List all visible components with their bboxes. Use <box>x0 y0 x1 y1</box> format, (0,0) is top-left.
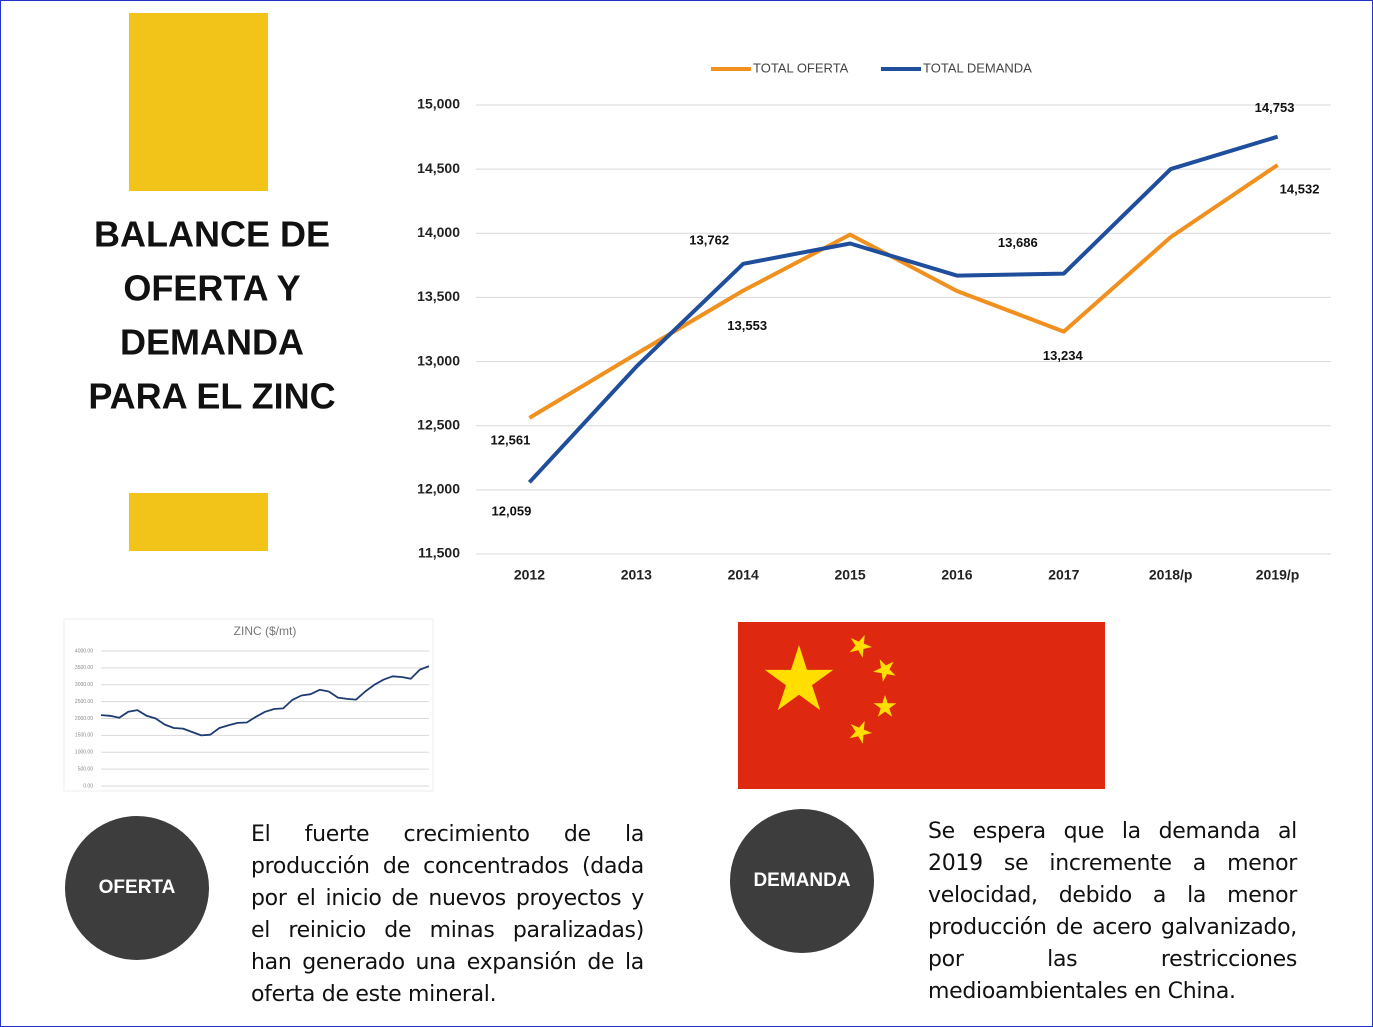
data-line <box>100 665 430 737</box>
data-line <box>527 134 1279 484</box>
y-tick-label: 11,500 <box>418 545 460 561</box>
y-tick-label: 4000.00 <box>75 648 93 654</box>
y-tick-label: 3500.00 <box>75 665 93 671</box>
y-tick-label: 1500.00 <box>75 733 93 739</box>
y-tick-label: 2000.00 <box>75 716 93 722</box>
title-line: DEMANDA <box>120 322 304 363</box>
y-tick-label: 12,500 <box>417 416 460 432</box>
oferta-circle <box>65 816 209 960</box>
data-line <box>528 163 1279 420</box>
y-tick-label: 15,000 <box>417 96 460 112</box>
x-tick-label: 2018/p <box>1149 567 1193 583</box>
flag-star <box>873 659 896 682</box>
y-tick-label: 14,500 <box>417 160 460 176</box>
data-label: 13,762 <box>689 232 729 247</box>
x-tick-label: 2016 <box>941 567 972 583</box>
mini-chart-frame <box>63 618 434 792</box>
x-tick-label: 2019/p <box>1256 567 1300 583</box>
y-tick-label: 1000.00 <box>75 750 93 756</box>
data-label: 13,234 <box>1043 348 1084 363</box>
data-label: 12,059 <box>492 504 532 519</box>
y-tick-label: 13,000 <box>417 352 460 368</box>
flag-star <box>849 634 872 658</box>
x-tick-label: 2013 <box>621 567 652 583</box>
title-line: PARA EL ZINC <box>88 376 335 417</box>
chart-title: ZINC ($/mt) <box>234 624 297 638</box>
demanda-text: Se espera que la demanda al 2019 se incr… <box>928 819 1297 1004</box>
x-tick-label: 2017 <box>1048 567 1079 583</box>
data-label: 14,532 <box>1280 181 1320 196</box>
flag-star <box>764 645 834 711</box>
y-tick-label: 14,000 <box>417 224 460 240</box>
yellow-block <box>129 13 268 191</box>
china-flag <box>738 622 1105 789</box>
data-label: 12,561 <box>491 432 531 447</box>
data-label: 14,753 <box>1255 100 1295 115</box>
flag-star <box>873 695 897 717</box>
y-tick-label: 3000.00 <box>75 682 93 688</box>
x-tick-label: 2014 <box>728 567 759 583</box>
demanda-circle <box>730 809 874 953</box>
oferta-text: El fuerte crecimiento de la producción d… <box>251 822 644 1007</box>
title-line: OFERTA Y <box>123 268 300 309</box>
y-tick-label: 12,000 <box>417 481 460 497</box>
x-tick-label: 2012 <box>514 567 545 583</box>
title-line: BALANCE DE <box>94 214 330 255</box>
data-label: 13,553 <box>727 318 767 333</box>
x-tick-label: 2015 <box>834 567 865 583</box>
demanda-label: DEMANDA <box>753 870 850 891</box>
data-label: 13,686 <box>998 235 1038 250</box>
yellow-block <box>129 493 268 551</box>
y-tick-label: 13,500 <box>417 288 460 304</box>
legend-label: TOTAL DEMANDA <box>923 60 1032 75</box>
y-tick-label: 500.00 <box>78 766 94 772</box>
oferta-label: OFERTA <box>99 877 176 898</box>
y-tick-label: 0.00 <box>83 783 93 789</box>
legend-label: TOTAL OFERTA <box>753 60 849 75</box>
y-tick-label: 2500.00 <box>75 699 93 705</box>
flag-star <box>849 720 872 744</box>
